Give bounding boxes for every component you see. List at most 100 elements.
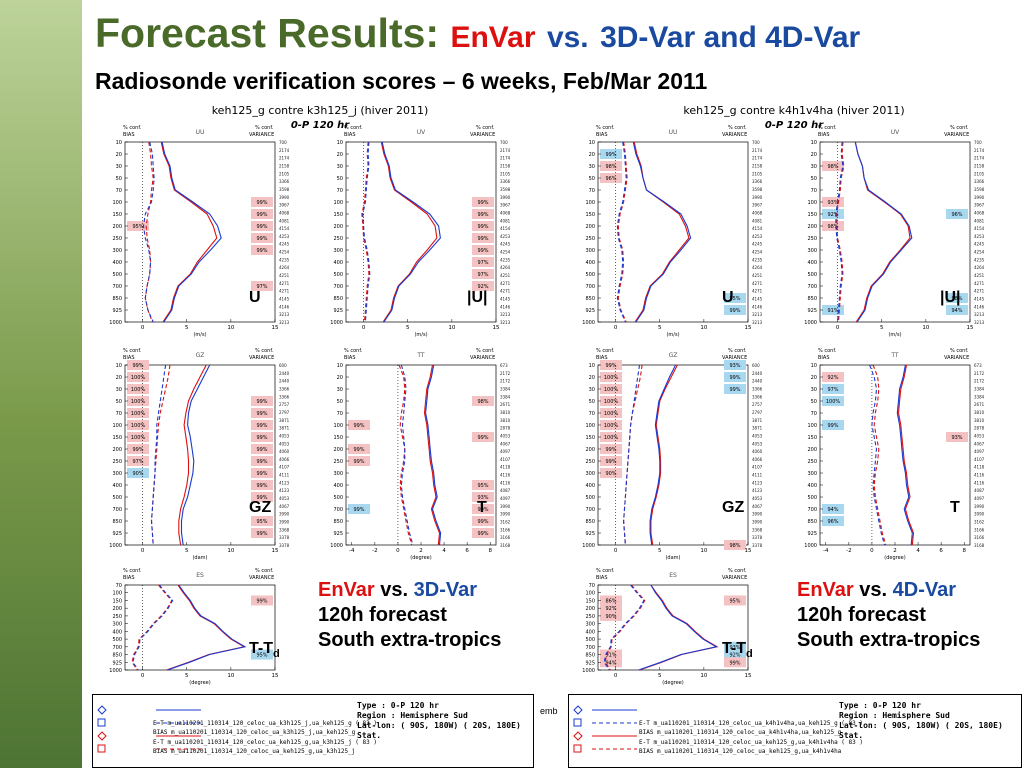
count-label: 2105	[974, 171, 985, 176]
bias-label: BIAS	[344, 132, 356, 138]
conf-label: % conf.	[596, 568, 615, 574]
right-figure-header: keh125_g contre k4h1v4ha (hiver 2011) 0-…	[683, 104, 904, 131]
count-label: 4271	[279, 281, 290, 286]
count-label: 673	[500, 363, 508, 368]
count-label: 2440	[752, 379, 763, 384]
bias-conf-box	[822, 209, 844, 219]
y-tick-label: 50	[589, 176, 595, 182]
count-label: 3871	[752, 418, 763, 423]
x-tick-label: 10	[227, 548, 234, 554]
chart-left-es: % conf.BIAS% conf.VARIANCEES99%95%701001…	[109, 568, 279, 685]
var-conf-box	[472, 492, 494, 502]
var-conf-box	[472, 209, 494, 219]
x-tick-label: 10	[227, 325, 234, 331]
y-tick-label: 500	[585, 495, 595, 501]
plot-frame	[124, 584, 276, 671]
y-tick-label: 925	[585, 308, 595, 314]
y-tick-label: 70	[337, 411, 343, 417]
count-label: 4154	[279, 226, 290, 231]
footer-fragment: emb	[540, 706, 558, 716]
legend-right-info-1: Type : 0-P 120 hr	[839, 701, 921, 710]
var-conf-box	[251, 456, 273, 466]
count-label: 2172	[974, 379, 985, 384]
title-vs: vs.	[546, 21, 589, 54]
count-label: 4116	[500, 480, 511, 485]
x-tick-label: 5	[185, 325, 189, 331]
x-axis-label: (dam)	[665, 555, 680, 560]
y-tick-label: 200	[112, 606, 122, 612]
variance-label: VARIANCE	[249, 132, 274, 138]
x-tick-label: 0	[614, 548, 618, 554]
var-conf-box	[724, 657, 746, 668]
count-label: 3810	[500, 418, 511, 423]
count-label: 3213	[500, 320, 511, 325]
var-conf-box	[251, 408, 273, 418]
count-label: 4107	[974, 457, 985, 462]
y-tick-label: 500	[333, 495, 343, 501]
var-conf-box	[724, 649, 746, 660]
var-conf-box	[472, 245, 494, 255]
var-conf-text: 99%	[256, 435, 267, 441]
bias-label: BIAS	[818, 132, 830, 138]
count-label: 700	[752, 140, 760, 145]
bias-conf-text: 100%	[604, 399, 619, 405]
y-tick-label: 150	[112, 598, 122, 604]
y-tick-label: 150	[585, 212, 595, 218]
count-label: 4154	[500, 226, 511, 231]
var-conf-box	[251, 480, 273, 490]
x-tick-label: 15	[272, 325, 279, 331]
series-line	[142, 141, 155, 323]
count-label: 3871	[752, 426, 763, 431]
var-conf-text: 99%	[256, 224, 267, 230]
y-tick-label: 30	[811, 387, 817, 393]
series-line	[616, 141, 627, 323]
chart-right-gz: % conf.BIAS% conf.VARIANCEGZ99%100%100%1…	[582, 348, 763, 560]
var-conf-box	[472, 528, 494, 538]
bias-conf-box	[600, 161, 622, 171]
count-label: 4251	[752, 273, 763, 278]
caption-left-line3: South extra-tropics	[318, 629, 502, 651]
count-label: 3384	[974, 394, 985, 399]
y-tick-label: 850	[112, 653, 122, 659]
series-line	[623, 364, 641, 546]
x-tick-label: 10	[227, 673, 234, 679]
series-line	[423, 364, 441, 546]
x-tick-label: 5	[658, 673, 662, 679]
count-label: 3990	[279, 512, 290, 517]
y-tick-label: 200	[333, 447, 343, 453]
y-tick-label: 70	[116, 583, 122, 589]
conf-label: % conf.	[476, 348, 495, 354]
series-line	[400, 364, 414, 546]
x-tick-label: 10	[448, 325, 455, 331]
bias-conf-box	[127, 360, 149, 370]
y-tick-label: 925	[807, 308, 817, 314]
y-tick-label: 30	[589, 164, 595, 170]
y-tick-label: 150	[333, 212, 343, 218]
bias-conf-box	[348, 456, 370, 466]
series-line	[166, 584, 246, 671]
label-gz-left: GZ	[249, 499, 272, 516]
count-label: 4145	[752, 297, 763, 302]
var-conf-text: 99%	[477, 507, 488, 513]
x-tick-label: 2	[419, 548, 423, 554]
legend-right: E-T m_ua110201_110314_120_celoc_ua_k4h1v…	[568, 694, 1022, 768]
bias-conf-text: 94%	[827, 507, 838, 513]
count-label: 3384	[500, 386, 511, 391]
legend-right-info-4: Stat.	[839, 731, 864, 740]
x-tick-label: 15	[272, 548, 279, 554]
var-conf-text: 99%	[477, 248, 488, 254]
y-tick-label: 850	[807, 296, 817, 302]
bias-conf-box	[600, 360, 622, 370]
caption-left-vs: vs.	[380, 579, 409, 601]
y-tick-label: 30	[589, 387, 595, 393]
count-label: 2174	[279, 148, 290, 153]
var-conf-box	[251, 197, 273, 207]
count-label: 4053	[279, 496, 290, 501]
bias-conf-text: 99%	[353, 423, 364, 429]
y-tick-label: 850	[585, 296, 595, 302]
bias-conf-text: 93%	[827, 200, 838, 206]
bias-conf-box	[127, 432, 149, 442]
series-line	[603, 584, 645, 671]
y-tick-label: 150	[807, 212, 817, 218]
bias-conf-box	[822, 396, 844, 406]
